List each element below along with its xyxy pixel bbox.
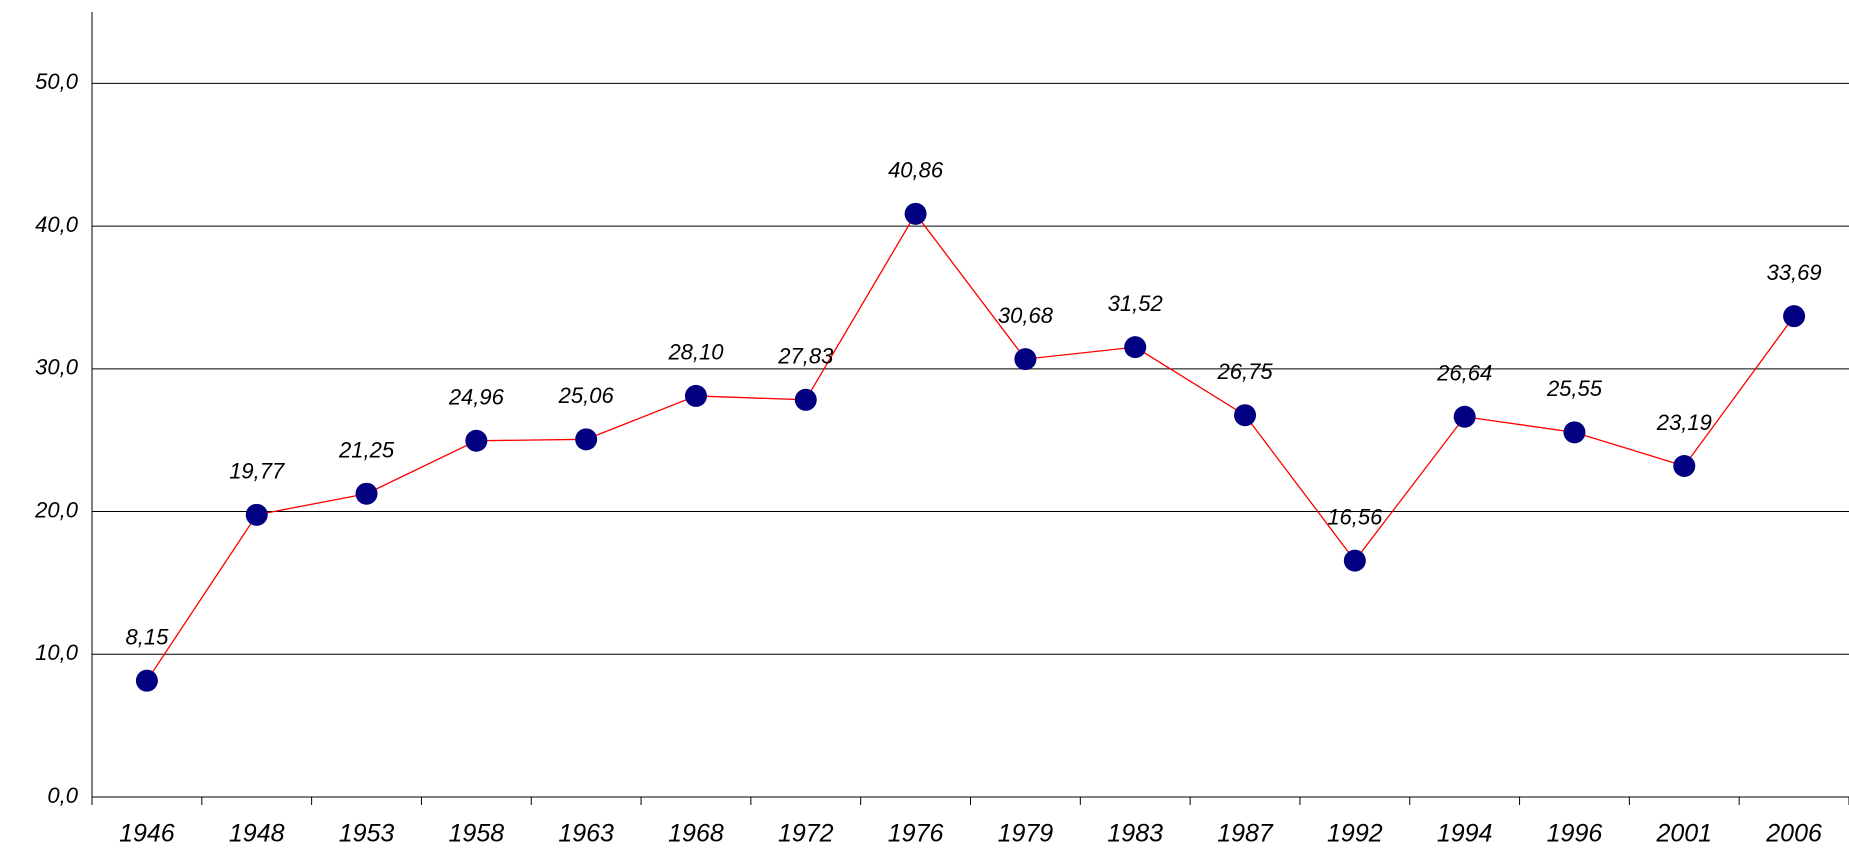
- y-tick-label: 10,0: [35, 640, 79, 665]
- x-tick-label: 1979: [998, 820, 1054, 848]
- data-label: 8,15: [125, 624, 169, 649]
- x-tick-label: 1992: [1327, 820, 1383, 848]
- data-label: 16,56: [1327, 504, 1383, 529]
- data-label: 30,68: [998, 303, 1054, 328]
- data-point: [684, 384, 707, 407]
- data-label: 25,06: [558, 383, 615, 408]
- x-tick-label: 1976: [888, 820, 944, 848]
- y-tick-label: 20,0: [34, 497, 79, 522]
- y-tick-label: 50,0: [35, 69, 79, 94]
- data-label: 28,10: [667, 340, 724, 365]
- x-tick-label: 1994: [1437, 820, 1493, 848]
- x-tick-label: 1983: [1107, 820, 1163, 848]
- x-tick-label: 1948: [229, 820, 285, 848]
- data-point: [1453, 405, 1476, 428]
- data-point: [465, 429, 488, 452]
- data-label: 19,77: [229, 459, 285, 484]
- data-point: [135, 669, 158, 692]
- x-tick-label: 1996: [1547, 820, 1603, 848]
- data-label: 40,86: [888, 158, 944, 183]
- data-point: [1783, 305, 1806, 328]
- data-label: 24,96: [448, 385, 505, 410]
- data-point: [245, 503, 268, 526]
- data-label: 21,25: [338, 438, 395, 463]
- data-point: [1234, 404, 1257, 427]
- x-tick-label: 1963: [558, 820, 614, 848]
- data-point: [1673, 455, 1696, 478]
- data-label: 25,55: [1546, 376, 1603, 401]
- data-point: [1343, 549, 1366, 572]
- data-label: 23,19: [1656, 410, 1712, 435]
- data-point: [355, 482, 378, 505]
- data-label: 27,83: [777, 344, 834, 369]
- data-point: [575, 428, 598, 451]
- data-label: 31,52: [1108, 291, 1163, 316]
- data-label: 26,75: [1217, 359, 1274, 384]
- x-tick-label: 2006: [1765, 820, 1822, 848]
- x-tick-label: 1968: [668, 820, 724, 848]
- x-tick-label: 2001: [1655, 820, 1712, 848]
- y-tick-label: 40,0: [35, 212, 79, 237]
- data-label: 33,69: [1767, 260, 1822, 285]
- data-point: [794, 388, 817, 411]
- x-tick-label: 1972: [778, 820, 834, 848]
- data-point: [1563, 421, 1586, 444]
- data-point: [904, 202, 927, 225]
- x-tick-label: 1958: [449, 820, 505, 848]
- y-tick-label: 0,0: [47, 783, 78, 808]
- x-tick-label: 1953: [339, 820, 395, 848]
- x-tick-label: 1987: [1217, 820, 1274, 848]
- y-tick-label: 30,0: [35, 355, 79, 380]
- data-line: [146, 212, 1795, 682]
- data-point: [1014, 348, 1037, 371]
- x-tick-label: 1946: [119, 820, 175, 848]
- data-label: 26,64: [1436, 361, 1492, 386]
- data-point: [1124, 336, 1147, 359]
